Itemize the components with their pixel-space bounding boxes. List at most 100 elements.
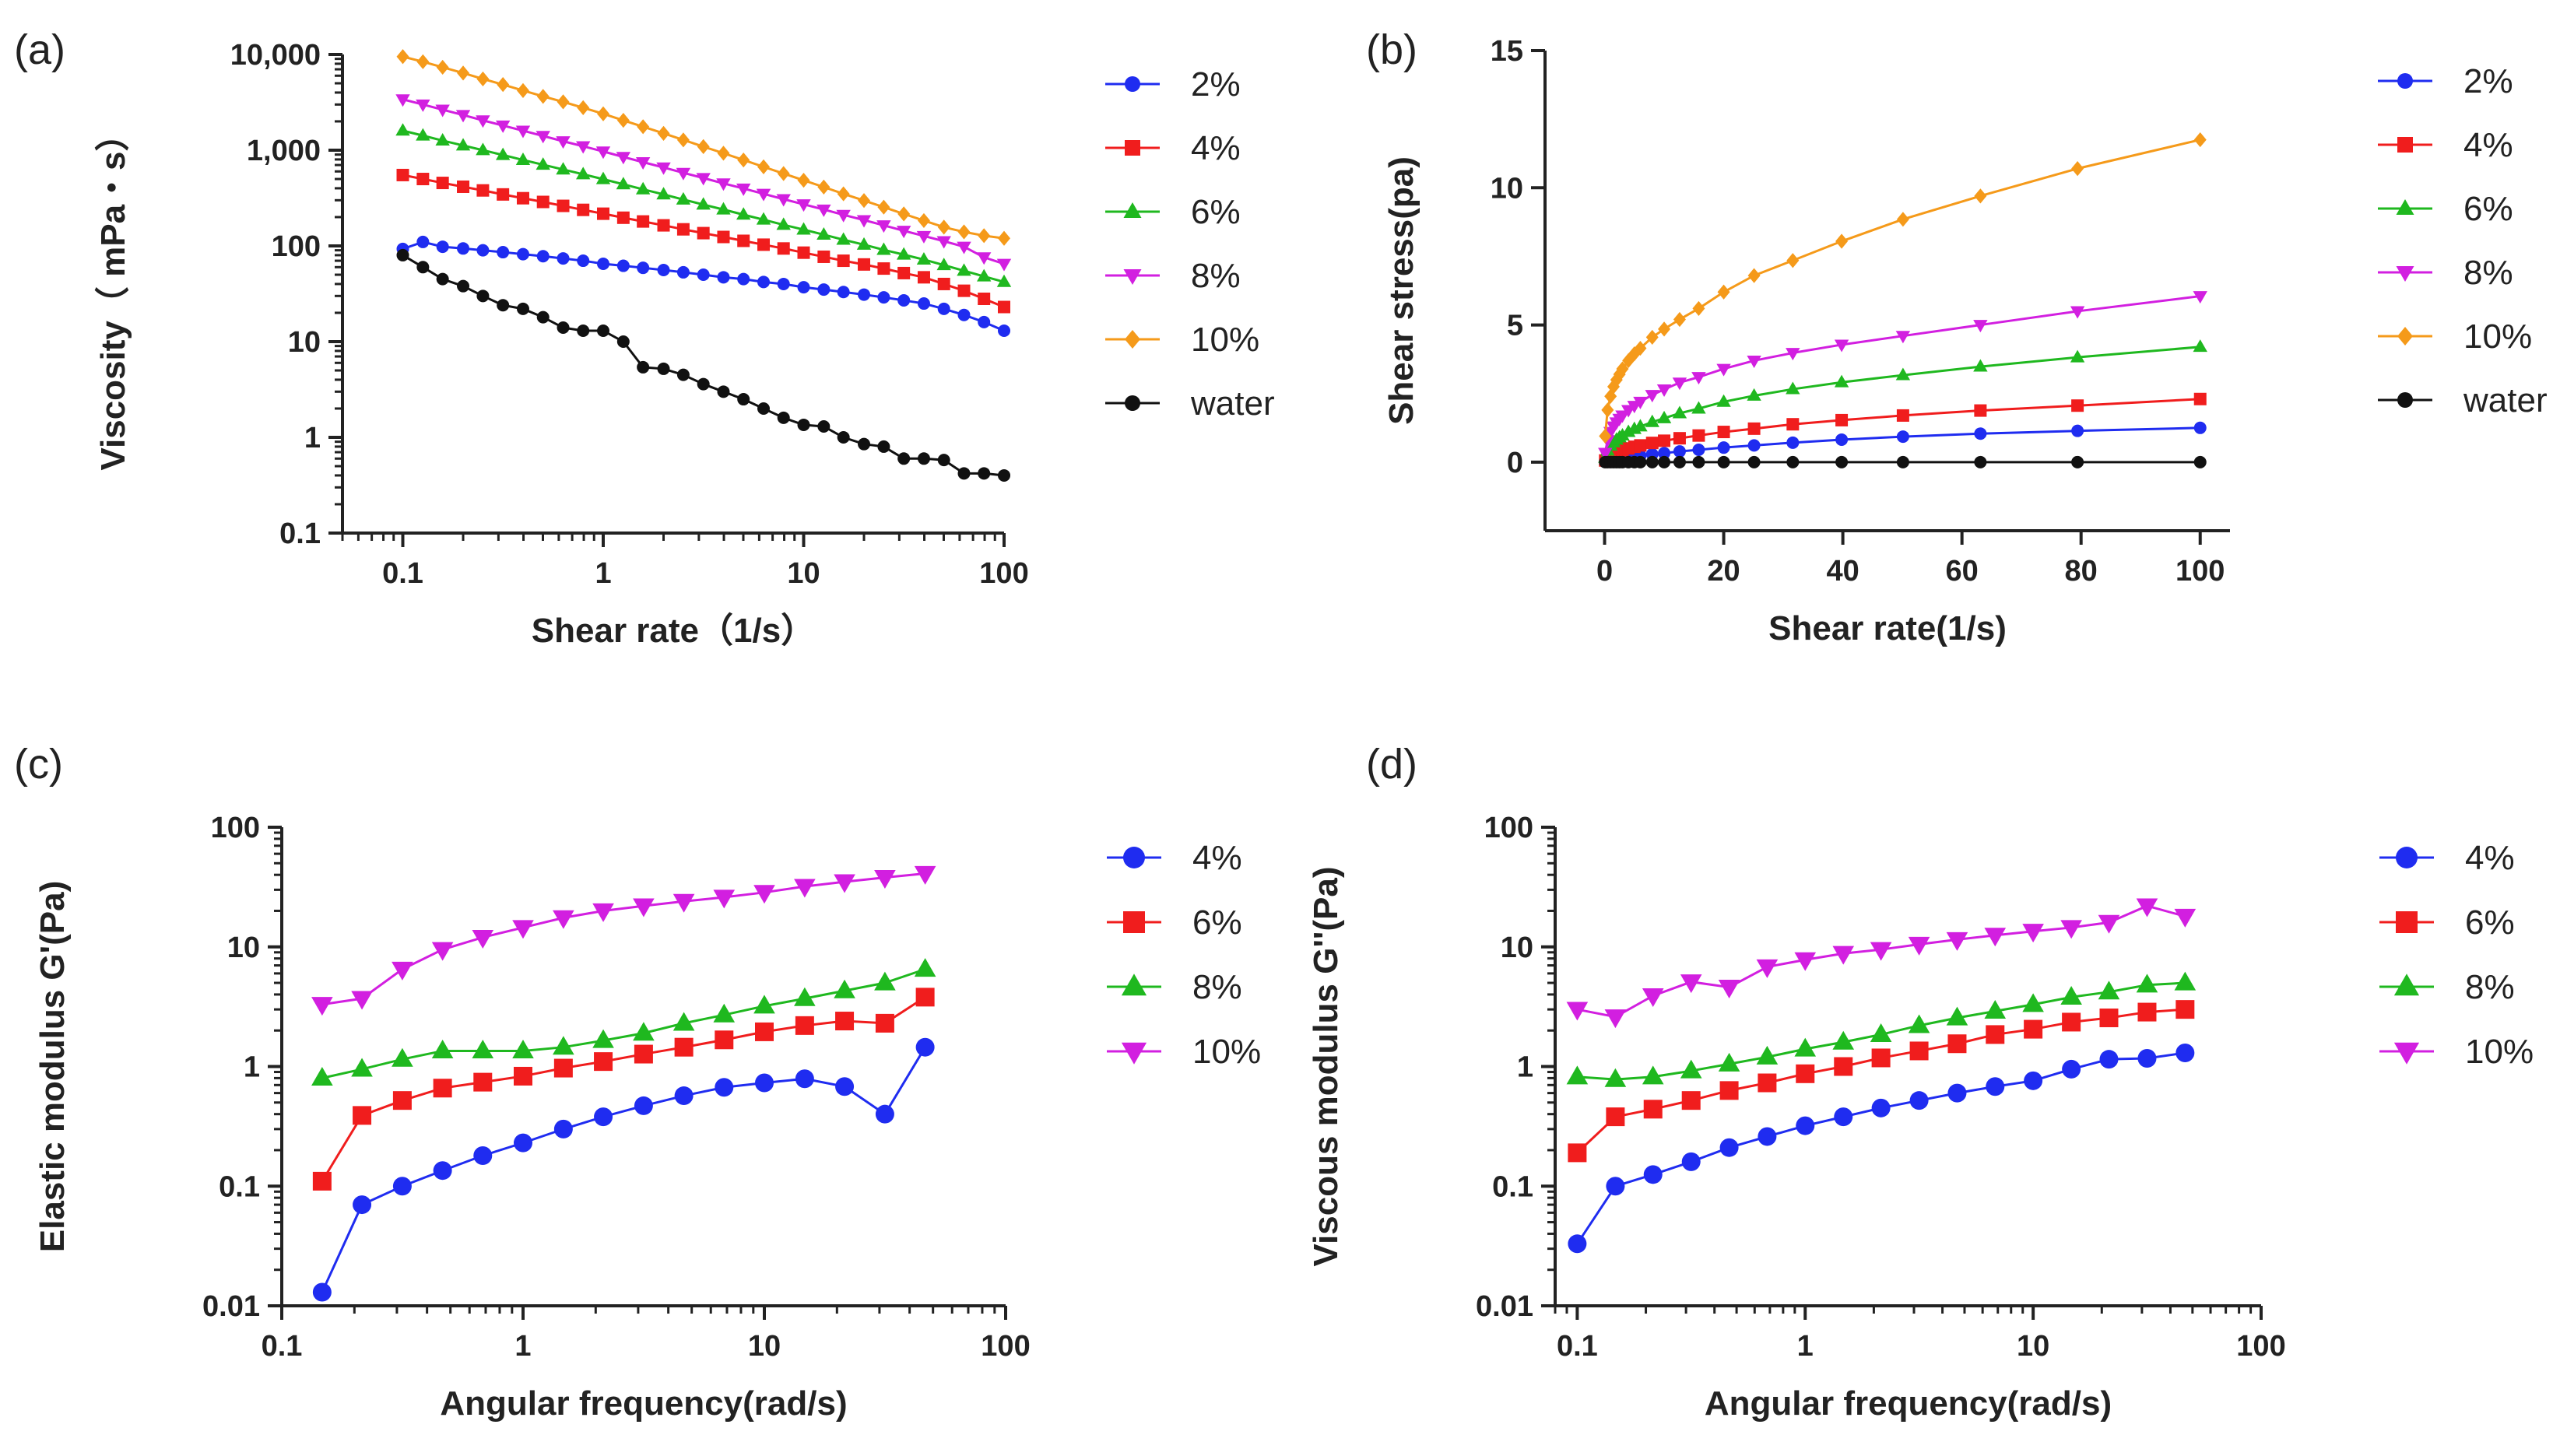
x-axis-title: Angular frequency(rad/s): [440, 1384, 847, 1423]
data-point: [495, 147, 511, 160]
data-point: [637, 360, 650, 374]
data-point: [396, 168, 409, 181]
data-point: [1895, 367, 1911, 381]
data-point: [657, 125, 670, 141]
data-point: [616, 177, 631, 190]
data-point: [676, 191, 691, 205]
y-axis-title: Viscosity（ mPa・s）: [94, 117, 132, 470]
data-point: [676, 265, 690, 279]
x-tick-label: 100: [2175, 555, 2225, 588]
data-point: [514, 1133, 532, 1153]
data-point: [1615, 428, 1630, 441]
legend-marker: [1125, 140, 1140, 156]
data-point: [1834, 339, 1849, 353]
data-point: [1680, 974, 1702, 994]
data-point: [2175, 1043, 2195, 1062]
data-point: [2193, 132, 2207, 148]
data-point: [311, 997, 333, 1016]
data-point: [2060, 985, 2082, 1005]
data-point: [2098, 914, 2120, 934]
data-point: [796, 199, 811, 212]
series-line: [1577, 904, 2186, 1019]
data-point: [2071, 455, 2084, 468]
legend-label: 10%: [2465, 1033, 2534, 1071]
legend-marker: [2396, 199, 2414, 215]
data-point: [978, 467, 991, 480]
data-point: [957, 224, 971, 240]
data-point: [936, 236, 951, 249]
data-point: [998, 468, 1010, 482]
data-point: [897, 452, 911, 465]
data-point: [536, 89, 550, 104]
data-point: [497, 246, 510, 259]
data-point: [353, 1195, 372, 1215]
data-point: [1796, 1064, 1815, 1083]
legend-label: 8%: [1191, 257, 1241, 295]
x-tick-label: 0: [1596, 555, 1613, 588]
y-tick-label: 1: [244, 1051, 260, 1084]
legend-marker: [2393, 1042, 2420, 1065]
data-point: [2022, 993, 2044, 1012]
legend-label: 6%: [2465, 903, 2515, 942]
series-8%: [1566, 971, 2197, 1087]
data-point: [1835, 233, 1849, 249]
data-point: [776, 194, 791, 207]
data-point: [2193, 339, 2207, 353]
data-point: [351, 1058, 373, 1077]
data-point: [1796, 1116, 1815, 1135]
data-point: [917, 297, 930, 310]
data-point: [637, 261, 650, 275]
data-point: [634, 1096, 653, 1115]
data-point: [1834, 1107, 1853, 1127]
data-point: [2193, 455, 2207, 468]
data-point: [392, 1091, 412, 1110]
data-point: [835, 1012, 855, 1031]
data-point: [1835, 433, 1849, 446]
data-point: [937, 277, 950, 290]
data-point: [1673, 432, 1686, 445]
data-point: [594, 1107, 613, 1127]
data-point: [877, 199, 890, 215]
legend-label: 8%: [2463, 254, 2513, 292]
data-point: [757, 402, 771, 415]
data-point: [1645, 437, 1659, 450]
data-point: [737, 393, 750, 406]
data-point: [1606, 1107, 1625, 1127]
x-tick-label: 100: [981, 1330, 1030, 1363]
legend-label: 10%: [1191, 321, 1259, 359]
data-point: [1986, 1025, 2005, 1044]
data-point: [495, 120, 511, 133]
series-water: [1599, 455, 2207, 468]
legend-marker: [2397, 73, 2413, 89]
data-point: [1974, 427, 1987, 440]
data-point: [553, 1119, 573, 1138]
data-point: [1658, 321, 1671, 337]
data-point: [717, 385, 730, 398]
y-tick-label: 1: [1517, 1051, 1533, 1084]
data-point: [877, 291, 890, 304]
data-point: [1974, 404, 1987, 417]
data-point: [1973, 320, 1988, 333]
data-point: [457, 242, 470, 255]
data-point: [1973, 359, 1988, 372]
data-point: [597, 324, 610, 337]
data-point: [1633, 419, 1648, 432]
data-point: [1692, 455, 1705, 468]
data-point: [676, 167, 691, 181]
data-point: [656, 162, 671, 175]
data-point: [1610, 372, 1623, 388]
y-tick-label: 10: [1501, 931, 1533, 964]
data-point: [472, 929, 494, 949]
data-point: [672, 893, 695, 913]
data-point: [1756, 959, 1779, 978]
data-point: [978, 315, 991, 328]
data-point: [557, 199, 570, 212]
legend-item: 8%: [1105, 257, 1241, 295]
x-axis-title: Angular frequency(rad/s): [1705, 1384, 2112, 1423]
series-6%: [395, 123, 1012, 287]
data-point: [1717, 455, 1730, 468]
data-point: [497, 188, 510, 201]
data-point: [797, 418, 810, 431]
x-tick-label: 0.1: [1557, 1330, 1598, 1363]
data-point: [674, 1037, 694, 1057]
